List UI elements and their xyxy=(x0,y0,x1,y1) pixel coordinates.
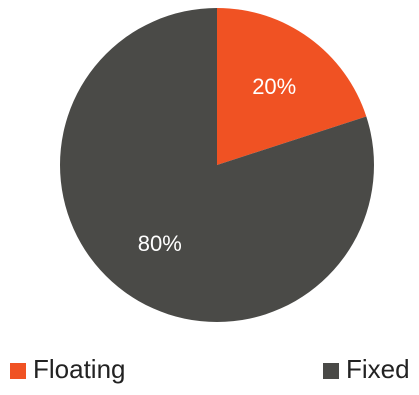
pie-slices xyxy=(60,8,375,323)
legend-label-floating: Floating xyxy=(33,354,126,384)
data-label-fixed: 80% xyxy=(138,231,182,256)
legend-label-fixed: Fixed xyxy=(346,354,410,384)
data-label-floating: 20% xyxy=(252,74,296,99)
pie-slice-fixed xyxy=(60,8,375,323)
pie-slice-floating xyxy=(217,8,367,165)
legend-swatch-fixed xyxy=(323,363,339,379)
legend-swatch-floating xyxy=(10,363,26,379)
pie-data-labels: 20% 80% xyxy=(138,74,296,256)
chart-legend: Floating Fixed xyxy=(10,354,410,384)
